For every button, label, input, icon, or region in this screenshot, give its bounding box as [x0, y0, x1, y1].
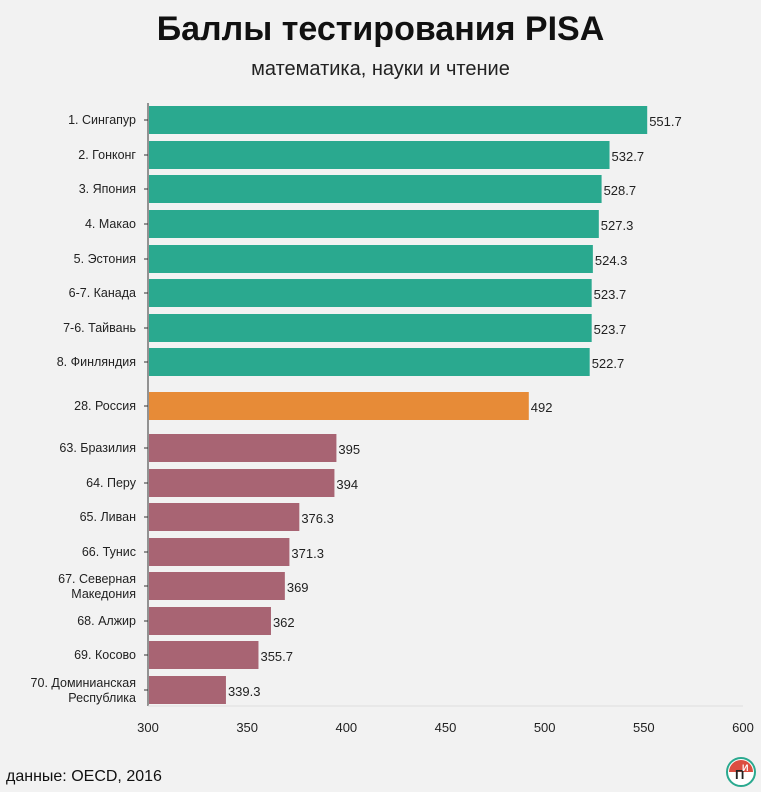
category-label: 2. Гонконг: [78, 148, 136, 162]
x-tick-label: 350: [236, 720, 258, 735]
category-label: 65. Ливан: [80, 510, 136, 524]
data-label: 355.7: [260, 649, 293, 664]
svg-text:И: И: [742, 763, 748, 773]
bar: [149, 245, 593, 273]
data-label: 369: [287, 580, 309, 595]
bar: [149, 210, 599, 238]
bar: [149, 348, 590, 376]
category-label: 28. Россия: [74, 399, 136, 413]
data-label: 395: [338, 442, 360, 457]
category-label: 5. Эстония: [74, 252, 136, 266]
data-label: 339.3: [228, 684, 261, 699]
x-tick-label: 500: [534, 720, 556, 735]
bar: [149, 607, 271, 635]
bar: [149, 676, 226, 704]
category-label: 70. Доминианская Республика: [31, 676, 137, 705]
category-label: 66. Тунис: [82, 545, 136, 559]
category-label: 68. Алжир: [77, 614, 136, 628]
x-tick-label: 550: [633, 720, 655, 735]
data-label: 523.7: [594, 322, 627, 337]
category-label: 67. Северная Македония: [58, 572, 136, 601]
x-tick-label: 300: [137, 720, 159, 735]
category-label: 8. Финляндия: [57, 355, 136, 369]
data-label: 532.7: [612, 149, 645, 164]
bar: [149, 538, 290, 566]
category-label: 63. Бразилия: [59, 441, 136, 455]
data-label: 394: [336, 477, 358, 492]
category-label: 3. Япония: [79, 182, 136, 196]
chart-subtitle: математика, науки и чтение: [251, 58, 510, 80]
bar: [149, 469, 335, 497]
category-label: 4. Макао: [85, 217, 136, 231]
data-label: 527.3: [601, 218, 634, 233]
bar: [149, 572, 285, 600]
source-note: данные: OECD, 2016: [6, 768, 162, 785]
bar: [149, 314, 592, 342]
svg-text:П: П: [735, 767, 744, 782]
bar: [149, 279, 592, 307]
data-label: 524.3: [595, 253, 628, 268]
x-tick-label: 450: [435, 720, 457, 735]
logo-icon: П И: [726, 757, 756, 787]
bar: [149, 392, 529, 420]
x-tick-label: 600: [732, 720, 754, 735]
data-label: 362: [273, 615, 295, 630]
x-tick-label: 400: [335, 720, 357, 735]
bar: [149, 141, 610, 169]
category-label: 1. Сингапур: [68, 113, 136, 127]
data-label: 522.7: [592, 356, 625, 371]
bar: [149, 641, 259, 669]
data-label: 371.3: [291, 546, 324, 561]
chart-title: Баллы тестирования PISA: [156, 10, 605, 48]
data-label: 492: [531, 400, 553, 415]
bar-chart: 551.7 1. Сингапур 532.7 2. Гонконг 528.7 3. Я…: [31, 103, 754, 735]
data-label: 528.7: [604, 183, 637, 198]
category-label: 7-6. Тайвань: [63, 321, 136, 335]
bar: [149, 106, 648, 134]
category-label: 6-7. Канада: [69, 286, 136, 300]
bar: [149, 434, 337, 462]
category-label: 69. Косово: [74, 648, 136, 662]
bar: [149, 503, 300, 531]
bar: [149, 175, 602, 203]
data-label: 523.7: [594, 287, 627, 302]
category-label: 64. Перу: [86, 476, 137, 490]
data-label: 376.3: [301, 511, 334, 526]
data-label: 551.7: [649, 114, 682, 129]
